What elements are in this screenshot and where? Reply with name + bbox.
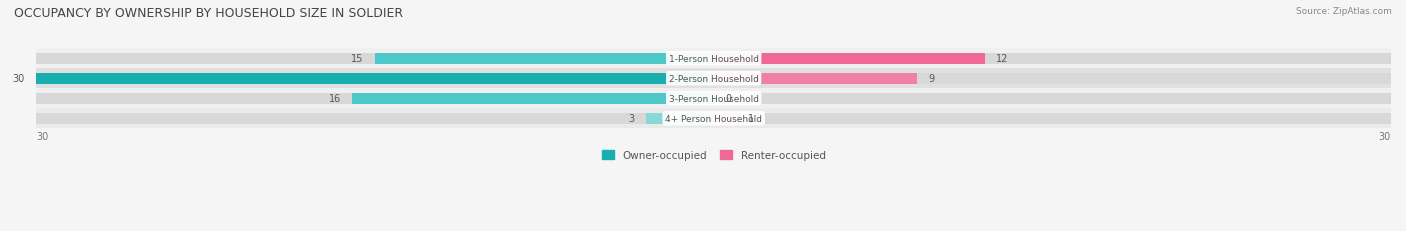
Bar: [37, 113, 1391, 124]
Bar: [37, 53, 1391, 64]
Text: 12: 12: [995, 54, 1008, 64]
Bar: [37, 109, 1391, 129]
Text: 30: 30: [13, 74, 25, 84]
Text: 4+ Person Household: 4+ Person Household: [665, 114, 762, 123]
Text: 3: 3: [628, 114, 634, 124]
Bar: [37, 73, 714, 84]
Text: 2-Person Household: 2-Person Household: [669, 74, 759, 83]
Text: 30: 30: [1379, 131, 1391, 141]
Bar: [645, 113, 714, 124]
Bar: [37, 69, 1391, 89]
Legend: Owner-occupied, Renter-occupied: Owner-occupied, Renter-occupied: [598, 146, 830, 164]
Text: 3-Person Household: 3-Person Household: [669, 94, 759, 103]
Bar: [37, 89, 1391, 109]
Bar: [353, 93, 714, 104]
Bar: [714, 73, 917, 84]
Text: 9: 9: [928, 74, 934, 84]
Bar: [714, 113, 737, 124]
Text: 1: 1: [748, 114, 754, 124]
Bar: [714, 53, 984, 64]
Bar: [37, 73, 1391, 84]
Text: 0: 0: [725, 94, 731, 104]
Text: 16: 16: [329, 94, 342, 104]
Text: 1-Person Household: 1-Person Household: [669, 55, 759, 63]
Text: OCCUPANCY BY OWNERSHIP BY HOUSEHOLD SIZE IN SOLDIER: OCCUPANCY BY OWNERSHIP BY HOUSEHOLD SIZE…: [14, 7, 404, 20]
Text: Source: ZipAtlas.com: Source: ZipAtlas.com: [1296, 7, 1392, 16]
Bar: [375, 53, 714, 64]
Text: 15: 15: [352, 54, 364, 64]
Bar: [37, 93, 1391, 104]
Bar: [37, 49, 1391, 69]
Text: 30: 30: [37, 131, 49, 141]
